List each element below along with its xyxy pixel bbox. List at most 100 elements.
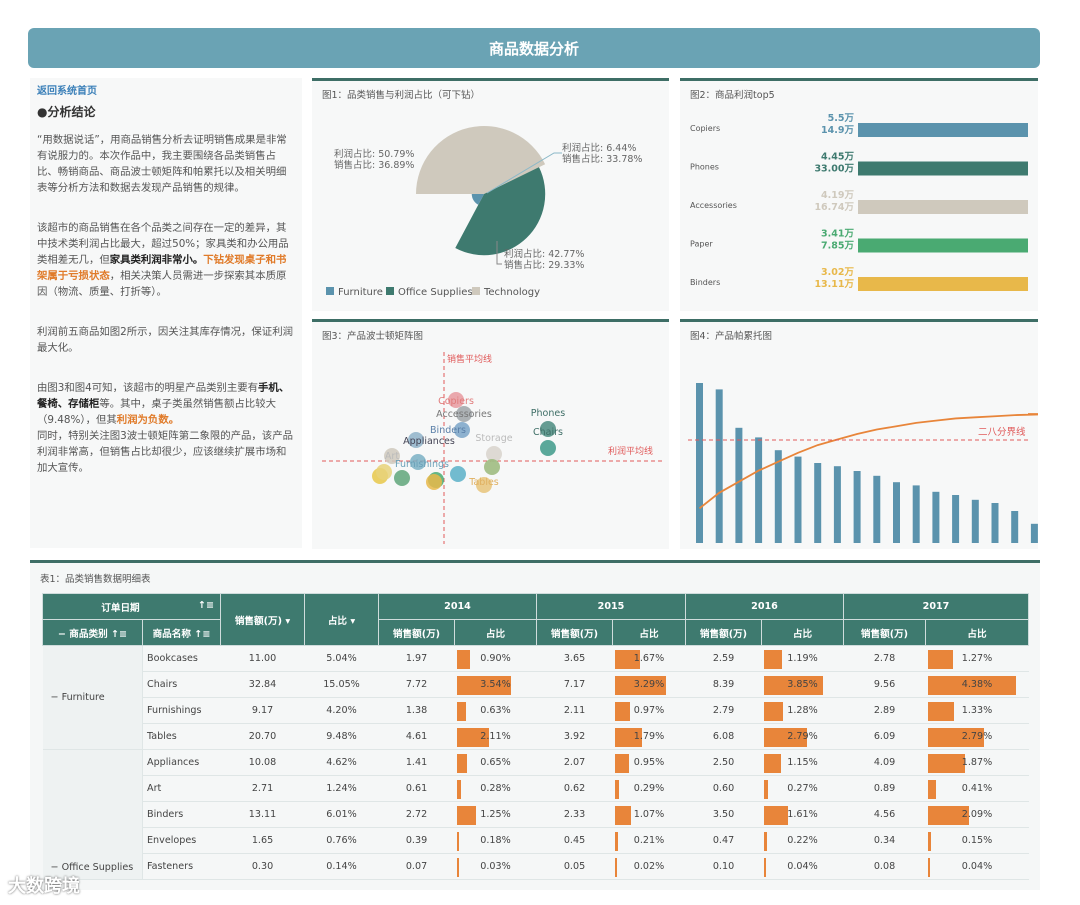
legend-label-2: Technology	[483, 287, 540, 298]
year-sales-cell: 0.89	[843, 775, 926, 802]
share-cell: 4.20%	[304, 697, 379, 724]
year-share-cell: 1.07%	[612, 801, 686, 828]
year-sales-cell: 0.08	[843, 853, 926, 880]
pie-label-2: 利润占比: 6.44%	[562, 142, 636, 154]
bar-category-paper: Paper	[690, 240, 713, 249]
share-header[interactable]: 占比 ▾	[304, 593, 379, 646]
year-share-cell: 3.85%	[761, 671, 844, 698]
year-share-cell: 0.21%	[612, 827, 686, 854]
sales-cell: 11.00	[220, 645, 305, 672]
product-name-cell: Tables	[142, 723, 221, 750]
bar-profit-label-2: 4.19万	[821, 190, 854, 201]
year-sales-cell: 0.05	[536, 853, 613, 880]
year-share-cell: 0.02%	[612, 853, 686, 880]
year-share-cell: 1.25%	[454, 801, 537, 828]
pareto-bar-11	[912, 485, 920, 543]
y2014-share-header: 占比	[454, 619, 537, 646]
sales-cell: 2.71	[220, 775, 305, 802]
year-sales-cell: 2.59	[685, 645, 762, 672]
category-header[interactable]: − 商品类别 ↑≡	[42, 619, 143, 646]
pie-label-1: 利润占比: 42.77%	[504, 248, 584, 260]
analysis-panel: 返回系统首页 ●分析结论 “用数据说话”，用商品销售分析去证明销售成果是非常有说…	[30, 78, 302, 548]
share-bar	[614, 832, 618, 851]
year-share-cell: 0.28%	[454, 775, 537, 802]
pareto-chart[interactable]: 二八分界线	[680, 322, 1038, 549]
year-sales-cell: 0.61	[378, 775, 455, 802]
table-row[interactable]: Art 2.71 1.24% 0.61 0.28% 0.62 0.29% 0.60 0.27% 0…	[43, 775, 1029, 802]
share-bar	[614, 728, 643, 747]
chart1-title: 图1：品类销售与利润占比（可下钻）	[322, 90, 481, 101]
year-share-cell: 2.09%	[925, 801, 1029, 828]
share-bar	[614, 858, 617, 877]
share-bar	[614, 650, 641, 669]
category-cell-office-supplies[interactable]: − Office Supplies	[42, 749, 143, 880]
table-row[interactable]: Tables 20.70 9.48% 4.61 2.11% 3.92 1.79% 6.08 2.…	[43, 723, 1029, 750]
share-bar	[927, 858, 930, 877]
chart3-title: 图3：产品波士顿矩阵图	[322, 331, 424, 342]
year-header-2015: 2015	[536, 593, 686, 620]
filter-icon[interactable]: ↑≡	[197, 599, 214, 611]
product-name-cell: Chairs	[142, 671, 221, 698]
year-sales-cell: 3.65	[536, 645, 613, 672]
pareto-bar-1	[715, 389, 723, 543]
share-cell: 5.04%	[304, 645, 379, 672]
share-bar	[763, 858, 766, 877]
profit-average-label: 利润平均线	[608, 445, 653, 457]
year-sales-cell: 0.10	[685, 853, 762, 880]
pareto-bar-7	[833, 466, 841, 543]
category-cell-furniture[interactable]: − Furniture	[42, 645, 143, 750]
year-sales-cell: 6.09	[843, 723, 926, 750]
scatter-label-binders: Binders	[430, 425, 466, 436]
share-bar	[763, 650, 782, 669]
share-bar	[763, 676, 824, 695]
year-share-cell: 3.29%	[612, 671, 686, 698]
chart2-card: 图2：商品利润top5 Copiers 5.5万 14.9万 Phones 4.45万 3…	[680, 78, 1038, 311]
year-share-cell: 0.29%	[612, 775, 686, 802]
year-sales-cell: 6.08	[685, 723, 762, 750]
year-sales-cell: 1.97	[378, 645, 455, 672]
chart1-card: 图1：品类销售与利润占比（可下钻） 利润占比: 50.79% 销售占比: 36.8…	[312, 78, 669, 311]
share-bar	[456, 858, 459, 877]
legend-label-0: Furniture	[338, 287, 383, 298]
table-row[interactable]: Furnishings 9.17 4.20% 1.38 0.63% 2.11 0.97% 2.…	[43, 697, 1029, 724]
table-row[interactable]: Fasteners 0.30 0.14% 0.07 0.03% 0.05 0.02% 0.10…	[43, 853, 1029, 880]
analysis-paragraph-3: 利润前五商品如图2所示，因关注其库存情况，保证利润最大化。	[37, 326, 293, 354]
year-share-cell: 0.22%	[761, 827, 844, 854]
table-row[interactable]: Binders 13.11 6.01% 2.72 1.25% 2.33 1.07% 3.50 1…	[43, 801, 1029, 828]
year-sales-cell: 2.72	[378, 801, 455, 828]
pareto-bar-5	[794, 456, 802, 543]
pie-label-0: 利润占比: 50.79%	[334, 148, 414, 160]
table-row[interactable]: Envelopes 1.65 0.76% 0.39 0.18% 0.45 0.21% 0.47…	[43, 827, 1029, 854]
scatter-label-phones: Phones	[531, 408, 565, 419]
conclusion-heading: ●分析结论	[37, 105, 96, 119]
y2014-sales-header: 销售额(万)	[378, 619, 455, 646]
year-share-cell: 3.54%	[454, 671, 537, 698]
product-name-header[interactable]: 商品名称 ↑≡	[142, 619, 221, 646]
sales-header[interactable]: 销售额(万) ▾	[220, 593, 305, 646]
share-bar	[456, 728, 490, 747]
category-pie-chart[interactable]: 利润占比: 50.79%销售占比: 36.89%利润占比: 42.77%销售占比…	[312, 81, 669, 311]
year-sales-cell: 1.41	[378, 749, 455, 776]
year-sales-cell: 2.78	[843, 645, 926, 672]
year-share-cell: 0.04%	[925, 853, 1029, 880]
share-bar	[456, 754, 467, 773]
year-sales-cell: 2.11	[536, 697, 613, 724]
share-bar	[456, 832, 460, 851]
pareto-bar-10	[893, 482, 900, 543]
bar-sales-label-0: 14.9万	[821, 125, 854, 136]
table-row[interactable]: Chairs 32.84 15.05% 7.72 3.54% 7.17 3.29% 8.39 3…	[43, 671, 1029, 698]
year-sales-cell: 7.72	[378, 671, 455, 698]
bar-category-accessories: Accessories	[690, 201, 737, 210]
back-home-link[interactable]: 返回系统首页	[37, 86, 97, 97]
table-row[interactable]: − Office Supplies Appliances 10.08 4.62% 1.4…	[42, 749, 1029, 880]
scatter-label-storage: Storage	[475, 433, 512, 444]
scatter-label-chairs: Chairs	[533, 427, 563, 438]
product-name-cell: Appliances	[142, 749, 221, 776]
share-bar	[927, 676, 1016, 695]
sales-cell: 13.11	[220, 801, 305, 828]
chart2-title: 图2：商品利润top5	[690, 90, 775, 101]
table-row[interactable]: − Furniture Bookcases 11.00 5.04% 1.97 0.90% 3…	[42, 645, 1029, 750]
order-date-header[interactable]: 订单日期 ↑≡	[42, 593, 221, 620]
